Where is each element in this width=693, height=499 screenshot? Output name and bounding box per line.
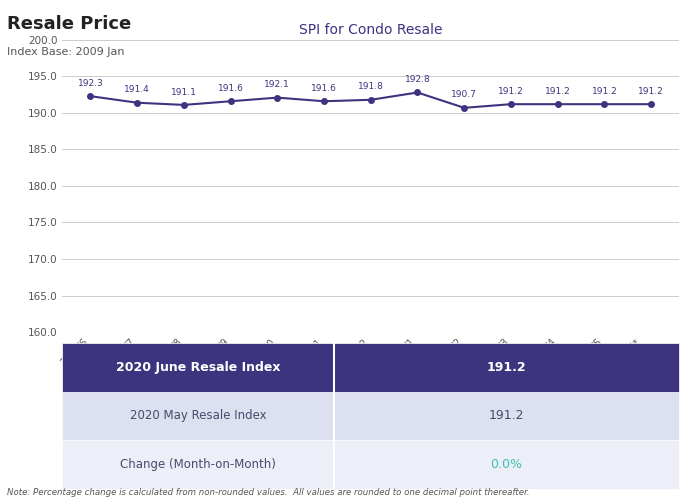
Text: 191.6: 191.6: [311, 84, 337, 93]
Text: 191.4: 191.4: [124, 85, 150, 94]
FancyBboxPatch shape: [62, 440, 334, 489]
Text: 191.2: 191.2: [498, 87, 524, 96]
Text: 192.8: 192.8: [405, 75, 430, 84]
Text: 191.2: 191.2: [545, 87, 570, 96]
Text: Index Base: 2009 Jan: Index Base: 2009 Jan: [7, 47, 125, 57]
Text: 191.6: 191.6: [218, 84, 243, 93]
FancyBboxPatch shape: [334, 392, 679, 440]
Text: 2020 June Resale Index: 2020 June Resale Index: [116, 361, 280, 374]
FancyBboxPatch shape: [334, 343, 679, 392]
Text: 192.3: 192.3: [78, 79, 103, 88]
Text: 192.1: 192.1: [265, 80, 290, 89]
Text: 191.1: 191.1: [171, 88, 197, 97]
FancyBboxPatch shape: [334, 440, 679, 489]
Text: 191.2: 191.2: [486, 361, 526, 374]
Text: 2020 May Resale Index: 2020 May Resale Index: [130, 410, 266, 423]
Title: SPI for Condo Resale: SPI for Condo Resale: [299, 23, 443, 37]
Text: 190.7: 190.7: [451, 90, 477, 99]
Text: 191.2: 191.2: [489, 410, 524, 423]
FancyBboxPatch shape: [62, 343, 334, 392]
FancyBboxPatch shape: [62, 392, 334, 440]
Text: 191.2: 191.2: [592, 87, 617, 96]
Text: 191.2: 191.2: [638, 87, 664, 96]
Text: Note: Percentage change is calculated from non-rounded values.  All values are r: Note: Percentage change is calculated fr…: [7, 488, 529, 497]
Text: 191.8: 191.8: [358, 82, 384, 91]
Text: Change (Month-on-Month): Change (Month-on-Month): [120, 458, 276, 471]
Text: Resale Price: Resale Price: [7, 15, 131, 33]
Text: 0.0%: 0.0%: [491, 458, 523, 471]
